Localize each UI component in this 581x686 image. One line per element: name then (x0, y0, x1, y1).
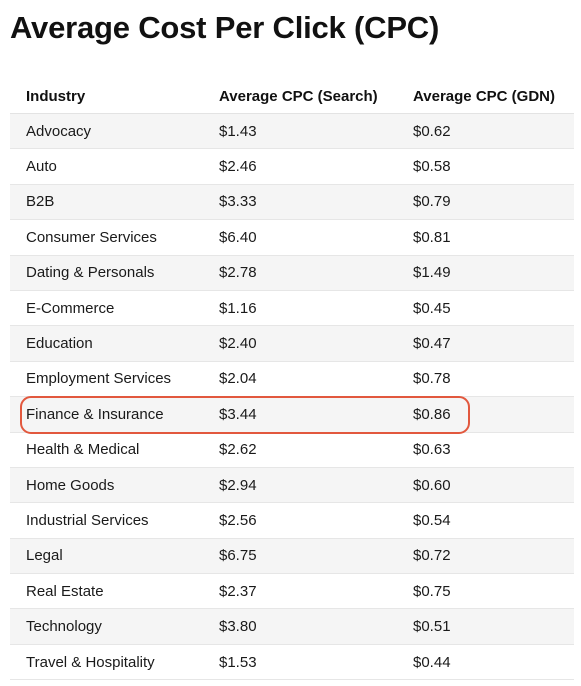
table-row: Dating & Personals $2.78 $1.49 (10, 255, 574, 291)
gdn-cpc-cell: $0.81 (397, 219, 574, 256)
gdn-cpc-cell: $0.47 (397, 325, 574, 362)
gdn-cpc-cell: $0.44 (397, 644, 574, 681)
gdn-cpc-cell: $1.49 (397, 255, 574, 291)
search-cpc-cell: $6.40 (203, 219, 397, 256)
search-cpc-cell: $2.37 (203, 573, 397, 610)
search-cpc-cell: $2.94 (203, 467, 397, 504)
table-row: Health & Medical $2.62 $0.63 (10, 432, 574, 468)
table-row: Finance & Insurance $3.44 $0.86 (10, 396, 574, 433)
gdn-cpc-cell: $0.54 (397, 502, 574, 539)
industry-cell: Travel & Hospitality (10, 644, 203, 681)
industry-cell: Consumer Services (10, 219, 203, 256)
search-cpc-cell: $3.44 (203, 396, 397, 433)
table-row: E-Commerce $1.16 $0.45 (10, 290, 574, 327)
industry-cell: Auto (10, 148, 203, 185)
table-row: Education $2.40 $0.47 (10, 325, 574, 362)
search-cpc-cell: $1.53 (203, 644, 397, 681)
search-cpc-cell: $2.62 (203, 432, 397, 468)
table-row: Consumer Services $6.40 $0.81 (10, 219, 574, 256)
gdn-cpc-cell: $0.79 (397, 184, 574, 221)
search-cpc-cell: $2.78 (203, 255, 397, 291)
column-header-industry: Industry (10, 80, 203, 114)
table-header-row: Industry Average CPC (Search) Average CP… (10, 80, 574, 114)
gdn-cpc-cell: $0.63 (397, 432, 574, 468)
cpc-table: Industry Average CPC (Search) Average CP… (10, 80, 574, 681)
table-row: Advocacy $1.43 $0.62 (10, 113, 574, 150)
industry-cell: Legal (10, 538, 203, 575)
search-cpc-cell: $1.43 (203, 113, 397, 150)
column-header-search-cpc: Average CPC (Search) (203, 80, 397, 114)
table-row: B2B $3.33 $0.79 (10, 184, 574, 221)
industry-cell: Employment Services (10, 361, 203, 398)
search-cpc-cell: $1.16 (203, 290, 397, 327)
industry-cell: Home Goods (10, 467, 203, 504)
industry-cell: Advocacy (10, 113, 203, 150)
search-cpc-cell: $2.46 (203, 148, 397, 185)
industry-cell: Technology (10, 608, 203, 645)
gdn-cpc-cell: $0.60 (397, 467, 574, 504)
gdn-cpc-cell: $0.51 (397, 608, 574, 645)
table-row: Travel & Hospitality $1.53 $0.44 (10, 644, 574, 681)
industry-cell: Real Estate (10, 573, 203, 610)
gdn-cpc-cell: $0.62 (397, 113, 574, 150)
industry-cell: Education (10, 325, 203, 362)
search-cpc-cell: $2.56 (203, 502, 397, 539)
table-row: Industrial Services $2.56 $0.54 (10, 502, 574, 539)
gdn-cpc-cell: $0.58 (397, 148, 574, 185)
column-header-gdn-cpc: Average CPC (GDN) (397, 80, 574, 114)
page-title: Average Cost Per Click (CPC) (10, 10, 440, 45)
gdn-cpc-cell: $0.45 (397, 290, 574, 327)
industry-cell: Finance & Insurance (10, 396, 203, 433)
table-row: Employment Services $2.04 $0.78 (10, 361, 574, 398)
search-cpc-cell: $3.33 (203, 184, 397, 221)
search-cpc-cell: $2.04 (203, 361, 397, 398)
gdn-cpc-cell: $0.75 (397, 573, 574, 610)
industry-cell: Industrial Services (10, 502, 203, 539)
gdn-cpc-cell: $0.72 (397, 538, 574, 575)
industry-cell: E-Commerce (10, 290, 203, 327)
table-row: Technology $3.80 $0.51 (10, 608, 574, 645)
table-row: Real Estate $2.37 $0.75 (10, 573, 574, 610)
table-row: Auto $2.46 $0.58 (10, 148, 574, 185)
gdn-cpc-cell: $0.86 (397, 396, 574, 433)
gdn-cpc-cell: $0.78 (397, 361, 574, 398)
table-row: Legal $6.75 $0.72 (10, 538, 574, 575)
industry-cell: Health & Medical (10, 432, 203, 468)
industry-cell: B2B (10, 184, 203, 221)
table-row: Home Goods $2.94 $0.60 (10, 467, 574, 504)
search-cpc-cell: $2.40 (203, 325, 397, 362)
search-cpc-cell: $3.80 (203, 608, 397, 645)
search-cpc-cell: $6.75 (203, 538, 397, 575)
industry-cell: Dating & Personals (10, 255, 203, 291)
